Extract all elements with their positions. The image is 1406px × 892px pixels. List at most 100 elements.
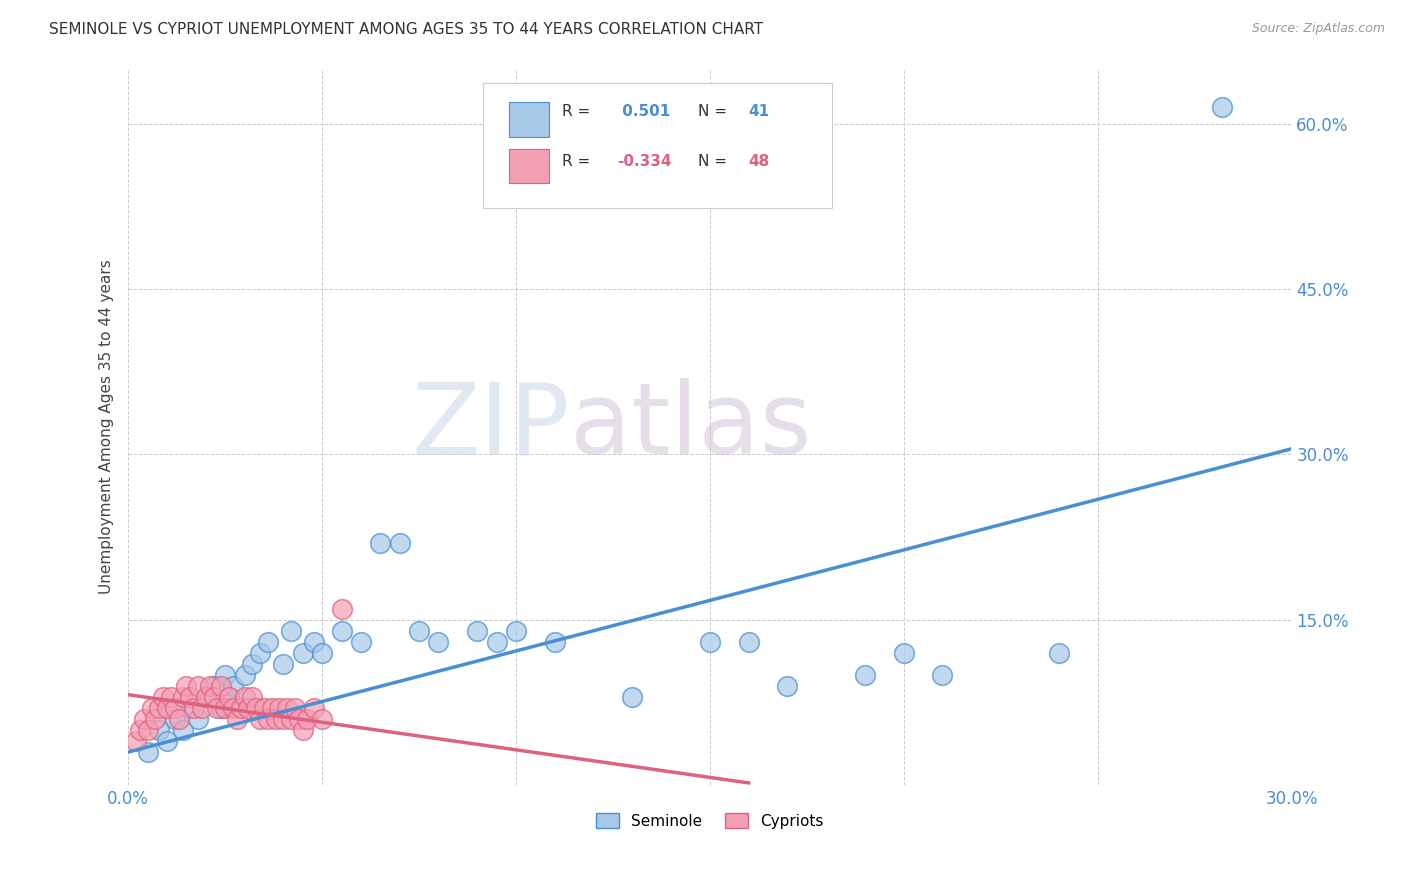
Point	[273, 712, 295, 726]
Point	[167, 712, 190, 726]
FancyBboxPatch shape	[509, 149, 550, 183]
Text: R =: R =	[562, 104, 595, 119]
Text: 0.501: 0.501	[617, 104, 671, 119]
Point	[156, 701, 179, 715]
Point	[284, 701, 307, 715]
Text: ZIP: ZIP	[412, 378, 571, 475]
Point	[187, 712, 209, 726]
Point	[160, 690, 183, 704]
Point	[136, 723, 159, 737]
Point	[485, 634, 508, 648]
Point	[699, 634, 721, 648]
Point	[238, 701, 260, 715]
Point	[172, 723, 194, 737]
Point	[350, 634, 373, 648]
Point	[141, 701, 163, 715]
FancyBboxPatch shape	[484, 83, 832, 208]
Text: R =: R =	[562, 154, 595, 169]
Text: -0.334: -0.334	[617, 154, 671, 169]
Point	[191, 701, 214, 715]
Point	[276, 701, 298, 715]
Point	[291, 646, 314, 660]
Text: 41: 41	[748, 104, 769, 119]
Point	[893, 646, 915, 660]
Point	[128, 723, 150, 737]
Point	[148, 701, 170, 715]
Point	[202, 679, 225, 693]
Point	[209, 701, 232, 715]
Point	[388, 535, 411, 549]
Point	[253, 701, 276, 715]
Point	[222, 679, 245, 693]
Point	[505, 624, 527, 638]
Point	[163, 712, 186, 726]
Y-axis label: Unemployment Among Ages 35 to 44 years: Unemployment Among Ages 35 to 44 years	[100, 260, 114, 594]
Text: 48: 48	[748, 154, 769, 169]
Point	[269, 701, 291, 715]
Point	[249, 646, 271, 660]
Point	[1211, 100, 1233, 114]
Point	[245, 701, 267, 715]
Point	[187, 679, 209, 693]
Point	[330, 624, 353, 638]
Point	[218, 690, 240, 704]
Point	[427, 634, 450, 648]
Text: SEMINOLE VS CYPRIOT UNEMPLOYMENT AMONG AGES 35 TO 44 YEARS CORRELATION CHART: SEMINOLE VS CYPRIOT UNEMPLOYMENT AMONG A…	[49, 22, 763, 37]
Point	[198, 679, 221, 693]
Point	[172, 690, 194, 704]
Point	[145, 712, 167, 726]
Point	[249, 712, 271, 726]
Point	[1047, 646, 1070, 660]
Point	[288, 712, 311, 726]
Point	[152, 690, 174, 704]
Point	[176, 679, 198, 693]
Point	[179, 701, 201, 715]
Point	[368, 535, 391, 549]
Text: atlas: atlas	[571, 378, 811, 475]
Point	[222, 701, 245, 715]
Text: N =: N =	[699, 154, 733, 169]
Point	[256, 634, 278, 648]
Point	[136, 745, 159, 759]
Point	[544, 634, 567, 648]
Text: Source: ZipAtlas.com: Source: ZipAtlas.com	[1251, 22, 1385, 36]
Point	[233, 668, 256, 682]
Point	[183, 701, 205, 715]
Point	[621, 690, 644, 704]
Point	[132, 712, 155, 726]
Point	[311, 646, 333, 660]
Point	[330, 601, 353, 615]
Point	[280, 712, 302, 726]
Point	[214, 701, 236, 715]
Point	[125, 734, 148, 748]
Text: N =: N =	[699, 104, 733, 119]
Point	[218, 690, 240, 704]
Point	[209, 679, 232, 693]
Point	[256, 712, 278, 726]
Point	[194, 690, 217, 704]
Point	[225, 712, 247, 726]
Point	[202, 690, 225, 704]
FancyBboxPatch shape	[509, 103, 550, 136]
Point	[179, 690, 201, 704]
Point	[304, 701, 326, 715]
Point	[240, 690, 263, 704]
Point	[853, 668, 876, 682]
Point	[194, 690, 217, 704]
Point	[465, 624, 488, 638]
Point	[291, 723, 314, 737]
Point	[295, 712, 318, 726]
Point	[304, 634, 326, 648]
Point	[163, 701, 186, 715]
Point	[737, 634, 759, 648]
Point	[408, 624, 430, 638]
Point	[156, 734, 179, 748]
Point	[311, 712, 333, 726]
Point	[260, 701, 283, 715]
Point	[240, 657, 263, 671]
Point	[233, 690, 256, 704]
Point	[273, 657, 295, 671]
Point	[264, 712, 287, 726]
Point	[776, 679, 799, 693]
Legend: Seminole, Cypriots: Seminole, Cypriots	[591, 806, 830, 835]
